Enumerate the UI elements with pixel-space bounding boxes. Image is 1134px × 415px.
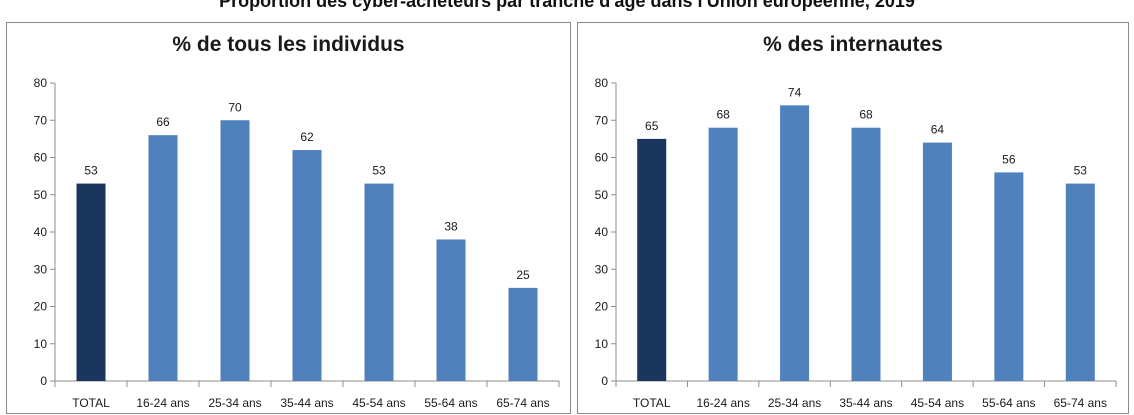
bar-35-44-ans: [851, 127, 881, 381]
y-tick-label: 40: [595, 225, 609, 239]
category-label: TOTAL: [72, 396, 110, 410]
category-label: 45-54 ans: [352, 396, 405, 410]
data-label: 64: [931, 123, 945, 137]
y-tick-label: 60: [595, 151, 609, 165]
data-label: 25: [516, 268, 530, 282]
y-tick-label: 10: [34, 337, 48, 351]
bar-16-24-ans: [708, 127, 738, 381]
bar-total: [637, 138, 667, 381]
y-tick-label: 40: [34, 225, 48, 239]
category-label: 55-64 ans: [982, 396, 1035, 410]
chart-title: % des internautes: [763, 33, 943, 56]
y-tick-label: 80: [595, 76, 609, 90]
bar-total: [76, 183, 106, 381]
bar-25-34-ans: [780, 105, 810, 381]
chart-panel-all-individuals: % de tous les individus 0 10 20 30 40 50 60 70 8…: [6, 22, 571, 414]
bar-chart-all-individuals: 0 10 20 30 40 50 60 70 80 53 TOTAL 66 16-24 ans 70 25-…: [34, 76, 560, 410]
y-tick-label: 0: [40, 374, 47, 388]
category-label: 65-74 ans: [1054, 396, 1107, 410]
category-label: 16-24 ans: [696, 396, 749, 410]
bar-35-44-ans: [292, 150, 322, 381]
category-label: 25-34 ans: [768, 396, 821, 410]
data-label: 53: [372, 164, 386, 178]
bar-45-54-ans: [364, 183, 394, 381]
y-tick-label: 50: [595, 188, 609, 202]
data-label: 56: [1002, 152, 1016, 166]
y-tick-label: 70: [595, 113, 609, 127]
y-tick-label: 20: [595, 300, 609, 314]
bar-65-74-ans: [1065, 183, 1095, 381]
data-label: 62: [300, 130, 314, 144]
bar-55-64-ans: [436, 239, 466, 381]
y-tick-label: 0: [601, 374, 608, 388]
data-label: 68: [716, 108, 730, 122]
category-label: 45-54 ans: [911, 396, 964, 410]
y-tick-label: 80: [34, 76, 48, 90]
data-label: 38: [444, 219, 458, 233]
y-tick-label: 10: [595, 337, 609, 351]
bar-65-74-ans: [508, 287, 538, 381]
category-label: 25-34 ans: [208, 396, 261, 410]
data-label: 66: [156, 115, 170, 129]
page-title: Proportion des cyber-acheteurs par tranc…: [219, 0, 915, 11]
category-label: 16-24 ans: [136, 396, 189, 410]
bar-chart-internet-users: 0 10 20 30 40 50 60 70 80 65 TOTAL 68 16-24 ans 74 25-…: [595, 76, 1117, 410]
bar-45-54-ans: [922, 142, 952, 381]
chart-panel-internet-users: % des internautes 0 10 20 30 40 50 60 70 80 65 TOT…: [577, 22, 1129, 414]
bar-55-64-ans: [994, 172, 1024, 381]
data-label: 70: [228, 100, 242, 114]
y-tick-label: 50: [34, 188, 48, 202]
y-tick-label: 30: [34, 262, 48, 276]
bar-16-24-ans: [148, 135, 178, 381]
category-label: 65-74 ans: [496, 396, 549, 410]
data-label: 53: [84, 164, 98, 178]
y-tick-label: 60: [34, 151, 48, 165]
data-label: 53: [1074, 164, 1088, 178]
y-tick-label: 30: [595, 262, 609, 276]
category-label: 55-64 ans: [424, 396, 477, 410]
category-label: 35-44 ans: [839, 396, 892, 410]
data-label: 65: [645, 119, 659, 133]
data-label: 68: [859, 108, 873, 122]
data-label: 74: [788, 85, 802, 99]
chart-title: % de tous les individus: [172, 33, 405, 56]
category-label: TOTAL: [633, 396, 671, 410]
bar-25-34-ans: [220, 120, 250, 381]
y-tick-label: 20: [34, 300, 48, 314]
y-tick-label: 70: [34, 113, 48, 127]
category-label: 35-44 ans: [280, 396, 333, 410]
